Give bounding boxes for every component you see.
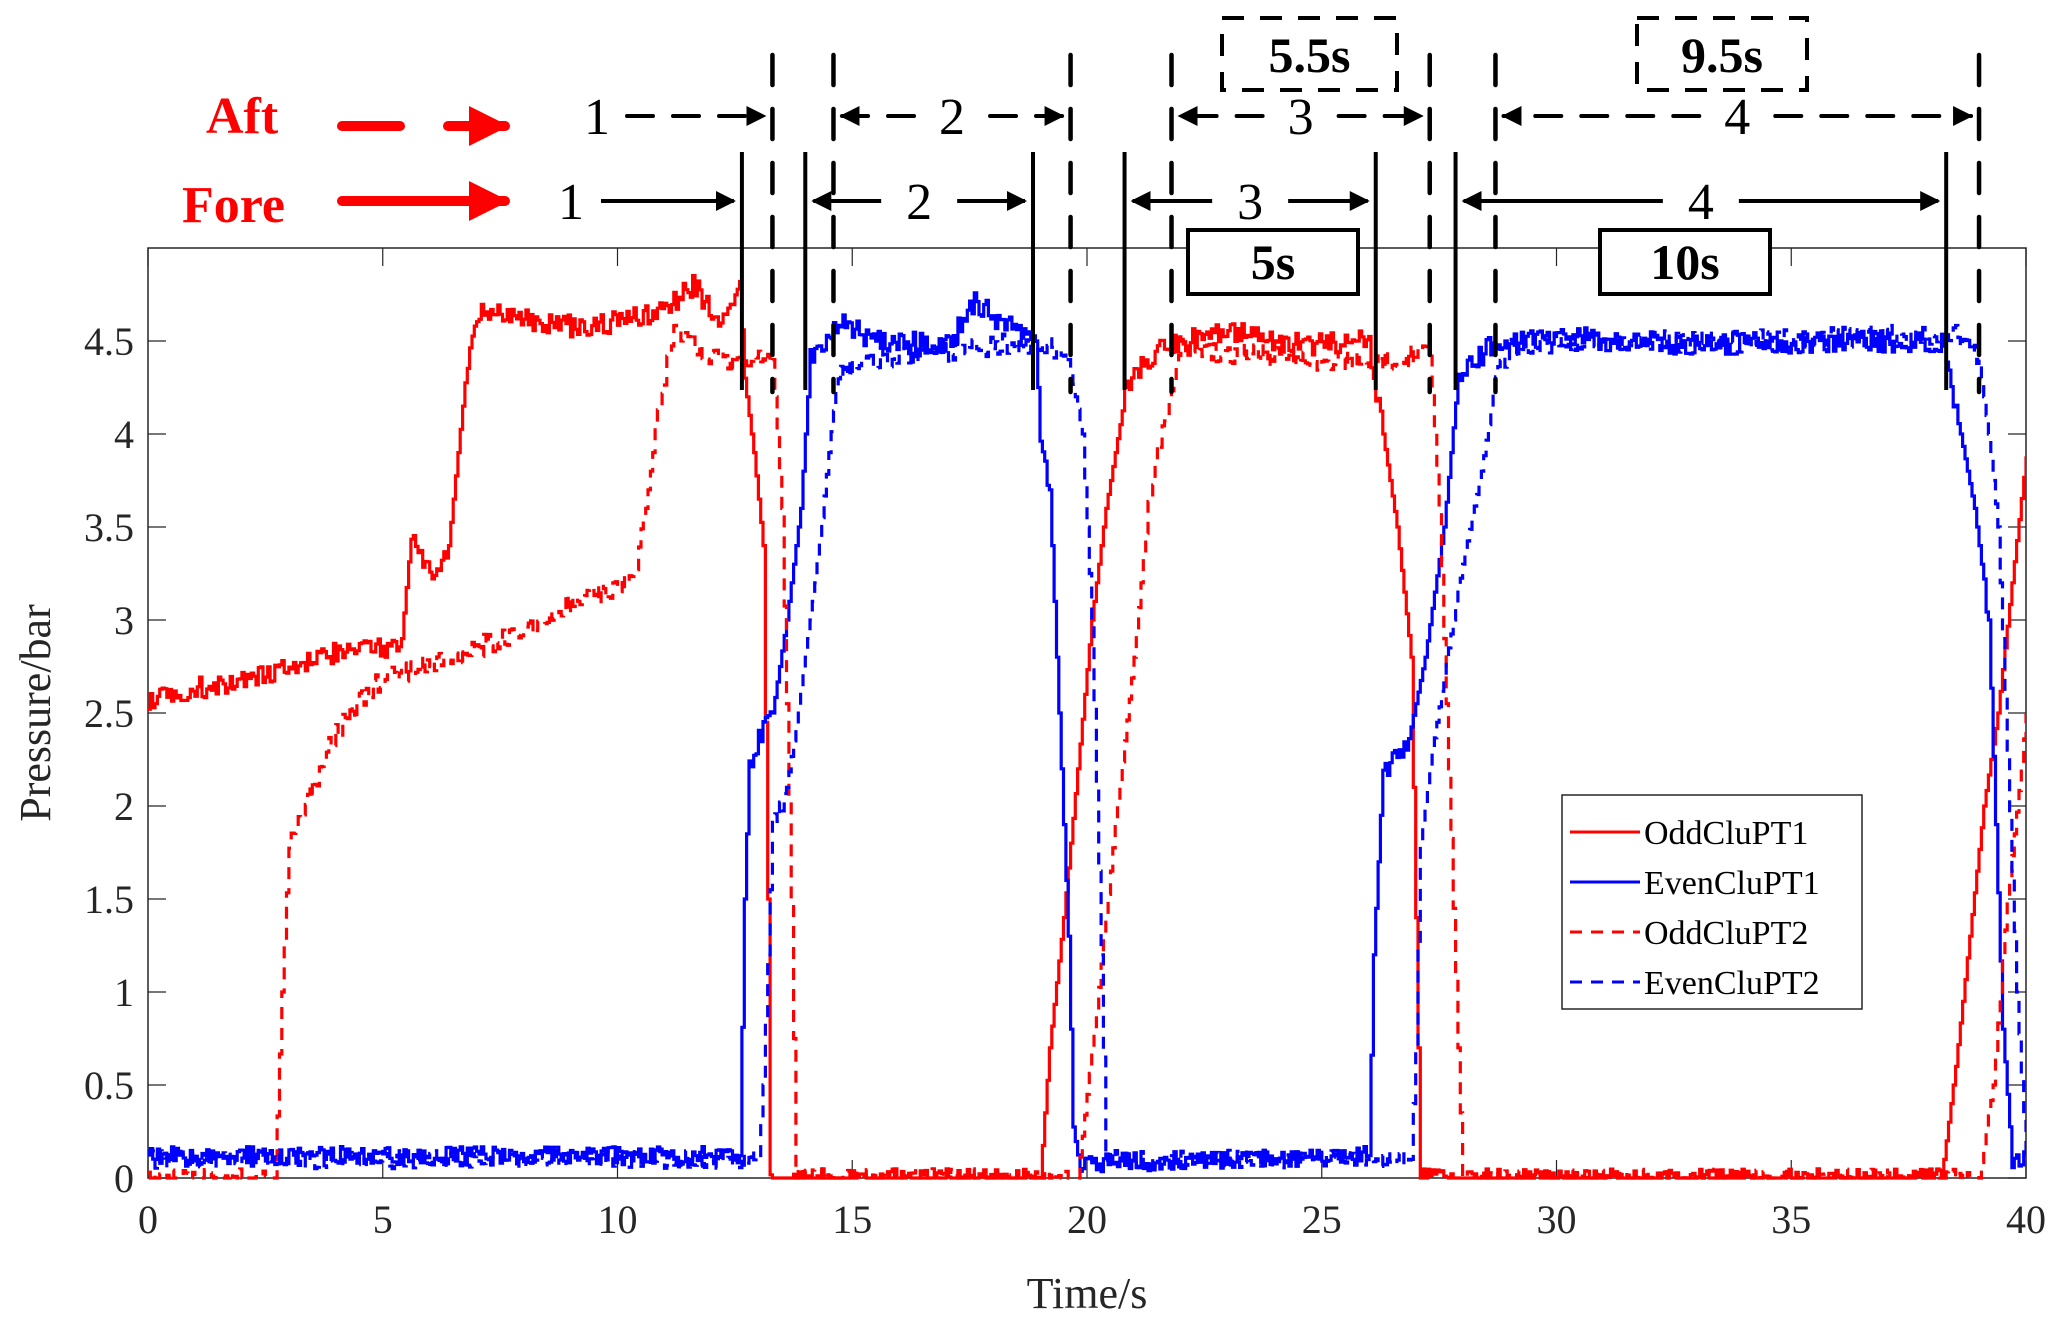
- axis-ticks: [147, 248, 2027, 1179]
- legend: OddCluPT1 EvenCluPT1 OddCluPT2 EvenCluPT2: [1561, 794, 1863, 1010]
- plot-frame: [147, 247, 2027, 1179]
- legend-label: OddCluPT2: [1644, 915, 1808, 952]
- aft-interval-label: 1: [584, 89, 610, 146]
- series-line-evenclupt1: [148, 291, 2026, 1174]
- plot-area: [147, 247, 2027, 1179]
- series-line-evenclupt2: [148, 323, 2026, 1171]
- x-tick-label: 5: [373, 1197, 393, 1242]
- y-tick-label: 0.5: [84, 1063, 134, 1108]
- fore-interval-label: 1: [558, 174, 584, 231]
- fore-interval-label: 3: [1237, 174, 1263, 231]
- fore-duration-box: [1186, 228, 1360, 296]
- y-tick-label: 0: [114, 1156, 134, 1201]
- aft-duration-label: 5.5s: [1269, 27, 1351, 83]
- y-tick-label: 1: [114, 970, 134, 1015]
- x-tick-label: 30: [1537, 1197, 1577, 1242]
- x-tick-label: 35: [1771, 1197, 1811, 1242]
- aft-duration-box: [1635, 16, 1809, 92]
- x-tick-label: 15: [832, 1197, 872, 1242]
- y-tick-label: 3: [114, 598, 134, 643]
- fore-duration-label: 10s: [1650, 234, 1719, 290]
- x-axis-label: Time/s: [1027, 1269, 1148, 1318]
- x-tick-label: 40: [2006, 1197, 2046, 1242]
- x-tick-label: 0: [138, 1197, 158, 1242]
- fore-interval-label: 2: [906, 174, 932, 231]
- y-tick-label: 4: [114, 412, 134, 457]
- aft-duration-box: [1220, 16, 1399, 92]
- y-tick-label: 4.5: [84, 319, 134, 364]
- fore-duration-box: [1598, 228, 1772, 296]
- legend-label: EvenCluPT2: [1644, 965, 1820, 1002]
- y-axis-label: Pressure/bar: [11, 604, 60, 822]
- aft-interval-label: 4: [1724, 89, 1750, 146]
- y-tick-label: 1.5: [84, 877, 134, 922]
- y-tick-label: 3.5: [84, 505, 134, 550]
- fore-label: Fore: [182, 177, 285, 234]
- aft-duration-label: 9.5s: [1681, 27, 1763, 83]
- x-tick-label: 10: [598, 1197, 638, 1242]
- aft-interval-label: 3: [1288, 89, 1314, 146]
- x-tick-label: 20: [1067, 1197, 1107, 1242]
- aft-interval-label: 2: [939, 89, 965, 146]
- y-tick-label: 2.5: [84, 691, 134, 736]
- series-layer: [148, 274, 2026, 1180]
- series-line-oddclupt2: [148, 323, 2026, 1180]
- fore-interval-label: 4: [1688, 174, 1714, 231]
- annotation-layer: 1 2 3 4 1 2 3 4 5s 10s 5.5s 9.5s: [558, 16, 1982, 395]
- legend-label: OddCluPT1: [1644, 815, 1808, 852]
- tick-labels: 0 5 10 15 20 25 30 35 40 0 0.5 1 1.5 2 2.5 3 3.5 4 4.5: [84, 319, 2046, 1242]
- fore-duration-label: 5s: [1251, 234, 1295, 290]
- x-tick-label: 25: [1302, 1197, 1342, 1242]
- y-tick-label: 2: [114, 784, 134, 829]
- legend-label: EvenCluPT1: [1644, 865, 1820, 902]
- aft-label: Aft: [206, 88, 279, 145]
